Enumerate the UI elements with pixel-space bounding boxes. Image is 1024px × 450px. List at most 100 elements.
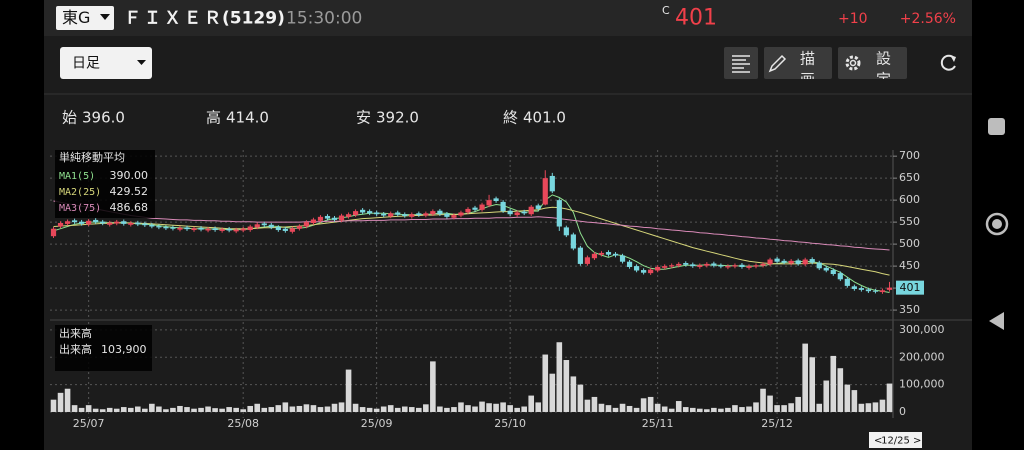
cursor-date: 12/25 <box>881 436 910 447</box>
volume-bar <box>184 407 190 412</box>
timeframe-box[interactable] <box>60 47 152 79</box>
volume-bar <box>725 407 731 412</box>
refresh-icon[interactable] <box>940 54 956 71</box>
volume-bar <box>514 407 520 412</box>
exchange[interactable]: 東G <box>62 8 90 27</box>
draw-button[interactable]: 描 画 <box>764 47 832 89</box>
candle-body <box>809 259 815 263</box>
volume-bar <box>521 406 527 412</box>
candle-body <box>114 221 120 224</box>
pencil-icon <box>768 54 787 73</box>
button-bg[interactable] <box>764 47 832 79</box>
volume-bar <box>430 361 436 412</box>
candle-body <box>549 175 555 192</box>
nav-recent[interactable] <box>988 118 1005 135</box>
candle-body <box>865 289 872 292</box>
timeframe[interactable]: 日足 <box>72 56 100 72</box>
volume-bar <box>85 405 92 412</box>
candle-body <box>746 266 752 268</box>
volume-bar <box>837 368 844 412</box>
candle-body <box>296 226 302 229</box>
volume-bar <box>170 407 176 412</box>
exchange-select[interactable]: 東G <box>56 6 114 30</box>
x-tick-label: 25/12 <box>761 417 793 430</box>
volume-bar <box>823 380 830 412</box>
refresh-button[interactable] <box>940 54 956 71</box>
candle-body <box>289 228 295 232</box>
list-icon <box>732 55 750 73</box>
candle-body <box>879 290 886 293</box>
button-bg[interactable] <box>724 47 758 79</box>
volume-bar <box>563 360 570 412</box>
candle-body <box>633 266 640 271</box>
candle-body <box>254 224 260 228</box>
candle-body <box>381 213 387 216</box>
volume-bar <box>268 407 275 412</box>
volume-bar <box>423 404 429 412</box>
exchange-box[interactable] <box>56 6 114 30</box>
settings-button[interactable]: 設 定 <box>838 47 907 89</box>
candle-body <box>50 228 57 237</box>
volume-bar <box>106 407 113 412</box>
candle-body <box>324 215 331 219</box>
volume-bar <box>711 407 717 412</box>
volume-bar <box>760 388 766 412</box>
y2-tick-label: 100,000 <box>899 378 945 391</box>
volume-bar <box>858 403 865 412</box>
volume-bar <box>577 384 584 412</box>
ohlc-summary: 始 396.0 高 414.0 安 392.0 終 401.0 <box>62 109 566 127</box>
candle-body <box>177 227 183 230</box>
y2-tick-label: 300,000 <box>899 323 945 336</box>
candle-body <box>844 278 850 286</box>
volume-bar <box>359 407 366 412</box>
volume-bar <box>753 402 759 412</box>
volume-bar <box>240 409 246 412</box>
settings-label[interactable]: 設 <box>876 50 891 68</box>
settings-label[interactable]: 定 <box>876 71 891 89</box>
summary-value: 392.0 <box>376 109 419 127</box>
nav-home[interactable] <box>985 212 1009 236</box>
volume-bar <box>591 396 598 412</box>
volume-bar <box>99 409 106 412</box>
volume-bar <box>458 402 464 412</box>
list-button[interactable] <box>724 47 758 79</box>
y2-tick-label: 200,000 <box>899 350 945 363</box>
draw-label[interactable]: 描 <box>800 50 815 68</box>
candle-body <box>690 264 696 267</box>
candle-body <box>837 273 843 280</box>
volume-bar <box>205 406 211 412</box>
candle-body <box>711 263 717 266</box>
nav-back[interactable] <box>989 312 1004 330</box>
dropdown-arrow <box>100 14 110 20</box>
legend-entry: MA2(25) <box>59 187 101 198</box>
candle-body <box>563 227 569 236</box>
candle-body <box>507 210 513 215</box>
candle-body <box>591 253 598 259</box>
volume-bar <box>500 402 506 412</box>
volume-bar <box>851 390 858 412</box>
candle-body <box>107 222 113 225</box>
candle-body <box>156 226 162 228</box>
volume-bar <box>345 369 352 412</box>
candle-body <box>374 212 380 215</box>
volume-bar <box>380 406 387 412</box>
candle-body <box>823 267 829 271</box>
button-bg[interactable] <box>838 47 907 79</box>
candle-body <box>430 211 436 215</box>
draw-label[interactable]: 画 <box>800 71 815 89</box>
candle-body <box>816 262 822 269</box>
legend-title: 単純移動平均 <box>59 150 125 164</box>
stock-name: ＦＩＸＥＲ <box>124 9 224 29</box>
candle-body <box>676 263 682 266</box>
x-tick-label: 25/11 <box>642 417 674 430</box>
time: 15:30:00 <box>286 9 362 29</box>
volume-bar <box>408 407 415 412</box>
candle-body <box>360 209 366 213</box>
candle-body <box>128 223 134 225</box>
candle-body <box>121 221 127 224</box>
timeframe-select[interactable]: 日足 <box>60 47 152 79</box>
candle-body <box>760 263 766 266</box>
volume-bar <box>872 402 879 412</box>
volume-bar <box>57 392 64 412</box>
y-tick-label: 550 <box>899 215 920 228</box>
